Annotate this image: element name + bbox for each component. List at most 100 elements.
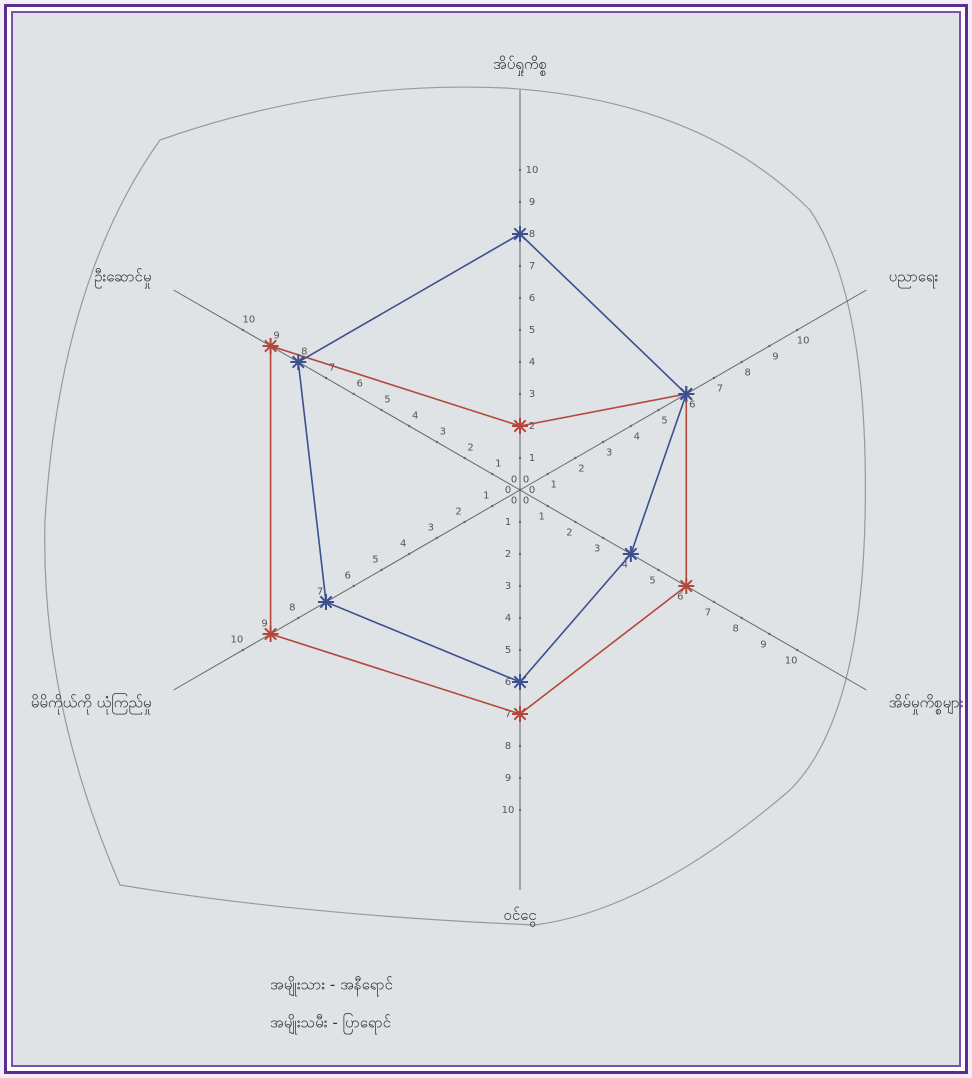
data-point xyxy=(678,386,694,402)
tick-label: 5 xyxy=(661,415,667,426)
data-point xyxy=(318,594,334,610)
axis-line xyxy=(520,490,866,690)
tick-label: 7 xyxy=(705,607,711,618)
tick-mark xyxy=(519,745,521,747)
tick-label: 7 xyxy=(717,383,723,394)
tick-mark xyxy=(408,553,410,555)
tick-label: 1 xyxy=(529,453,535,464)
axis-line xyxy=(520,290,866,490)
tick-mark xyxy=(242,329,244,331)
tick-mark xyxy=(519,393,521,395)
tick-mark xyxy=(741,617,743,619)
tick-mark xyxy=(436,537,438,539)
tick-label: 3 xyxy=(606,447,612,458)
tick-mark xyxy=(741,361,743,363)
tick-label: 2 xyxy=(467,443,473,454)
tick-mark xyxy=(380,409,382,411)
tick-mark xyxy=(519,265,521,267)
tick-label: 0 xyxy=(523,475,529,486)
tick-mark xyxy=(463,521,465,523)
tick-label: 4 xyxy=(634,431,640,442)
tick-mark xyxy=(325,377,327,379)
tick-mark xyxy=(574,521,576,523)
tick-mark xyxy=(519,521,521,523)
tick-label: 5 xyxy=(529,325,535,336)
tick-mark xyxy=(657,569,659,571)
tick-mark xyxy=(602,537,604,539)
tick-mark xyxy=(547,473,549,475)
tick-label: 6 xyxy=(345,571,351,582)
tick-mark xyxy=(796,649,798,651)
tick-label: 3 xyxy=(529,389,535,400)
legend-entry: အမျိုးသား - အနီရောင် xyxy=(270,976,393,997)
axis-label: အိပ်ရှုကိစ္စ xyxy=(493,55,547,76)
tick-label: 6 xyxy=(357,379,363,390)
data-point xyxy=(512,418,528,434)
tick-label: 1 xyxy=(483,491,489,502)
tick-mark xyxy=(519,489,521,491)
tick-label: 7 xyxy=(317,587,323,598)
tick-label: 3 xyxy=(440,427,446,438)
tick-label: 2 xyxy=(578,463,584,474)
tick-mark xyxy=(519,201,521,203)
tick-label: 10 xyxy=(785,655,798,666)
tick-mark xyxy=(463,457,465,459)
chart: 012345678910အိပ်ရှုကိစ္စ012345678910ပညာရ… xyxy=(0,0,972,1078)
tick-label: 1 xyxy=(505,517,511,528)
axis-label: မိမိကိုယ်ကို ယုံကြည်မှု xyxy=(31,692,152,714)
data-point xyxy=(623,546,639,562)
tick-label: 5 xyxy=(649,575,655,586)
page: {"chart_data": {"type": "radar", "catego… xyxy=(0,0,972,1078)
tick-label: 8 xyxy=(529,229,535,240)
tick-label: 6 xyxy=(689,399,695,410)
tick-label: 0 xyxy=(523,495,529,506)
axis-label: အိမ်မှုကိစ္စများ xyxy=(889,693,964,714)
tick-label: 2 xyxy=(505,549,511,560)
tick-mark xyxy=(297,617,299,619)
tick-mark xyxy=(768,633,770,635)
tick-mark xyxy=(602,441,604,443)
tick-mark xyxy=(519,553,521,555)
tick-label: 10 xyxy=(231,635,244,646)
tick-mark xyxy=(713,377,715,379)
tick-label: 9 xyxy=(529,197,535,208)
tick-label: 2 xyxy=(566,527,572,538)
tick-label: 9 xyxy=(273,331,279,342)
tick-mark xyxy=(630,425,632,427)
tick-label: 1 xyxy=(551,479,557,490)
tick-label: 10 xyxy=(502,805,515,816)
tick-label: 9 xyxy=(505,773,511,784)
tick-label: 0 xyxy=(505,485,511,496)
tick-mark xyxy=(353,393,355,395)
tick-mark xyxy=(436,441,438,443)
tick-label: 4 xyxy=(529,357,535,368)
tick-label: 9 xyxy=(261,619,267,630)
tick-mark xyxy=(713,601,715,603)
data-point xyxy=(678,578,694,594)
tick-label: 7 xyxy=(529,261,535,272)
tick-label: 3 xyxy=(594,543,600,554)
series-line xyxy=(271,346,687,714)
tick-mark xyxy=(491,473,493,475)
tick-mark xyxy=(519,809,521,811)
tick-label: 5 xyxy=(384,395,390,406)
tick-mark xyxy=(519,777,521,779)
tick-mark xyxy=(380,569,382,571)
tick-label: 0 xyxy=(511,475,517,486)
tick-label: 5 xyxy=(372,555,378,566)
tick-mark xyxy=(408,425,410,427)
tick-label: 5 xyxy=(505,645,511,656)
tick-label: 4 xyxy=(505,613,511,624)
tick-label: 8 xyxy=(289,603,295,614)
tick-label: 1 xyxy=(539,511,545,522)
tick-mark xyxy=(519,169,521,171)
tick-label: 9 xyxy=(772,351,778,362)
axis-label: ဝင်ငွေ xyxy=(503,906,536,927)
tick-label: 8 xyxy=(733,623,739,634)
tick-label: 8 xyxy=(505,741,511,752)
tick-label: 10 xyxy=(243,315,256,326)
series-line xyxy=(298,234,686,682)
tick-label: 2 xyxy=(455,507,461,518)
tick-mark xyxy=(519,297,521,299)
tick-label: 1 xyxy=(495,459,501,470)
